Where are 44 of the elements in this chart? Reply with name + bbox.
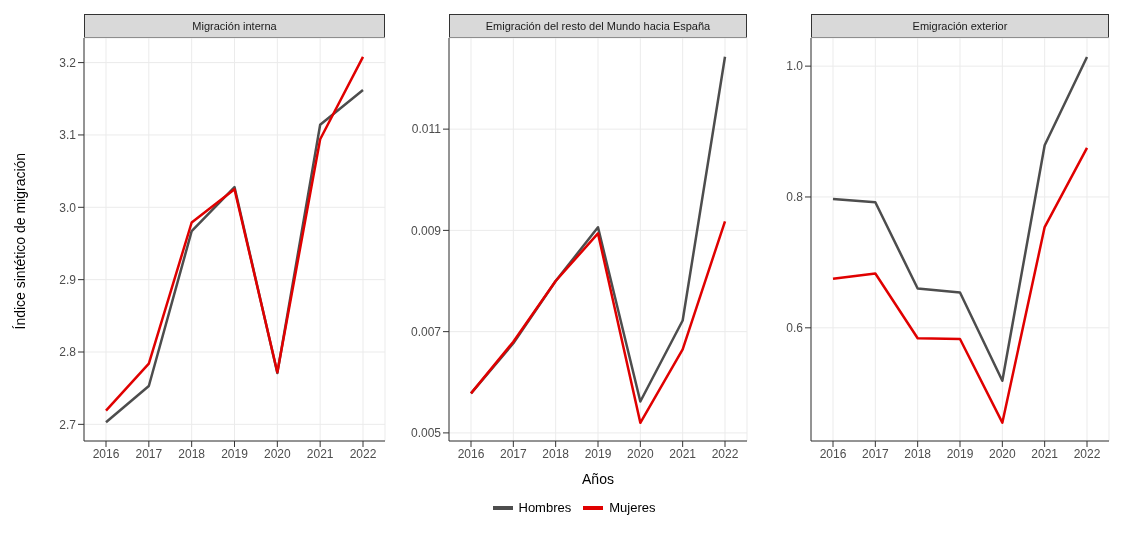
chart-title: Emigración exterior (811, 14, 1109, 38)
y-tick-label: 0.007 (410, 324, 442, 339)
y-tick-label: 2.8 (59, 345, 77, 360)
legend-label: Hombres (517, 500, 572, 515)
x-tick-label: 2021 (669, 446, 697, 461)
y-axis-title: Índice sintético de migración (11, 152, 28, 330)
x-tick-label: 2018 (904, 446, 932, 461)
x-axis-title: Años (582, 471, 614, 487)
x-tick-label: 2017 (861, 446, 889, 461)
x-tick-label: 2022 (1073, 446, 1101, 461)
x-tick-label: 2016 (819, 446, 847, 461)
x-tick-label: 2020 (626, 446, 654, 461)
x-tick-label: 2019 (584, 446, 612, 461)
y-tick-label: 3.0 (59, 200, 77, 215)
y-tick-label: 3.2 (59, 55, 77, 70)
line-series (469, 220, 727, 425)
x-tick-label: 2018 (542, 446, 570, 461)
y-tick-label: 1.0 (786, 59, 804, 74)
y-tick-label: 0.011 (411, 122, 442, 137)
x-tick-label: 2020 (988, 446, 1016, 461)
y-tick-label: 3.1 (59, 128, 77, 143)
x-tick-label: 2016 (457, 446, 485, 461)
y-tick-label: 0.009 (410, 223, 442, 238)
x-tick-label: 2022 (349, 446, 377, 461)
y-tick-label: 0.6 (786, 321, 804, 336)
x-tick-label: 2018 (178, 446, 206, 461)
y-tick-label: 0.005 (410, 426, 442, 441)
x-tick-label: 2017 (135, 446, 163, 461)
x-tick-label: 2022 (711, 446, 739, 461)
x-tick-label: 2021 (306, 446, 334, 461)
x-tick-label: 2020 (263, 446, 291, 461)
chart-title: Emigración del resto del Mundo hacia España (449, 14, 747, 38)
x-tick-label: 2019 (221, 446, 249, 461)
y-tick-label: 2.7 (59, 417, 77, 432)
line-series (831, 146, 1089, 424)
x-tick-label: 2019 (946, 446, 974, 461)
y-tick-label: 2.9 (59, 272, 77, 287)
chart-title: Migración interna (84, 14, 385, 38)
y-tick-label: 0.8 (786, 190, 804, 205)
legend-label: Mujeres (608, 500, 656, 515)
x-tick-label: 2017 (499, 446, 527, 461)
x-tick-label: 2016 (92, 446, 120, 461)
x-tick-label: 2021 (1031, 446, 1059, 461)
line-series (831, 55, 1089, 383)
